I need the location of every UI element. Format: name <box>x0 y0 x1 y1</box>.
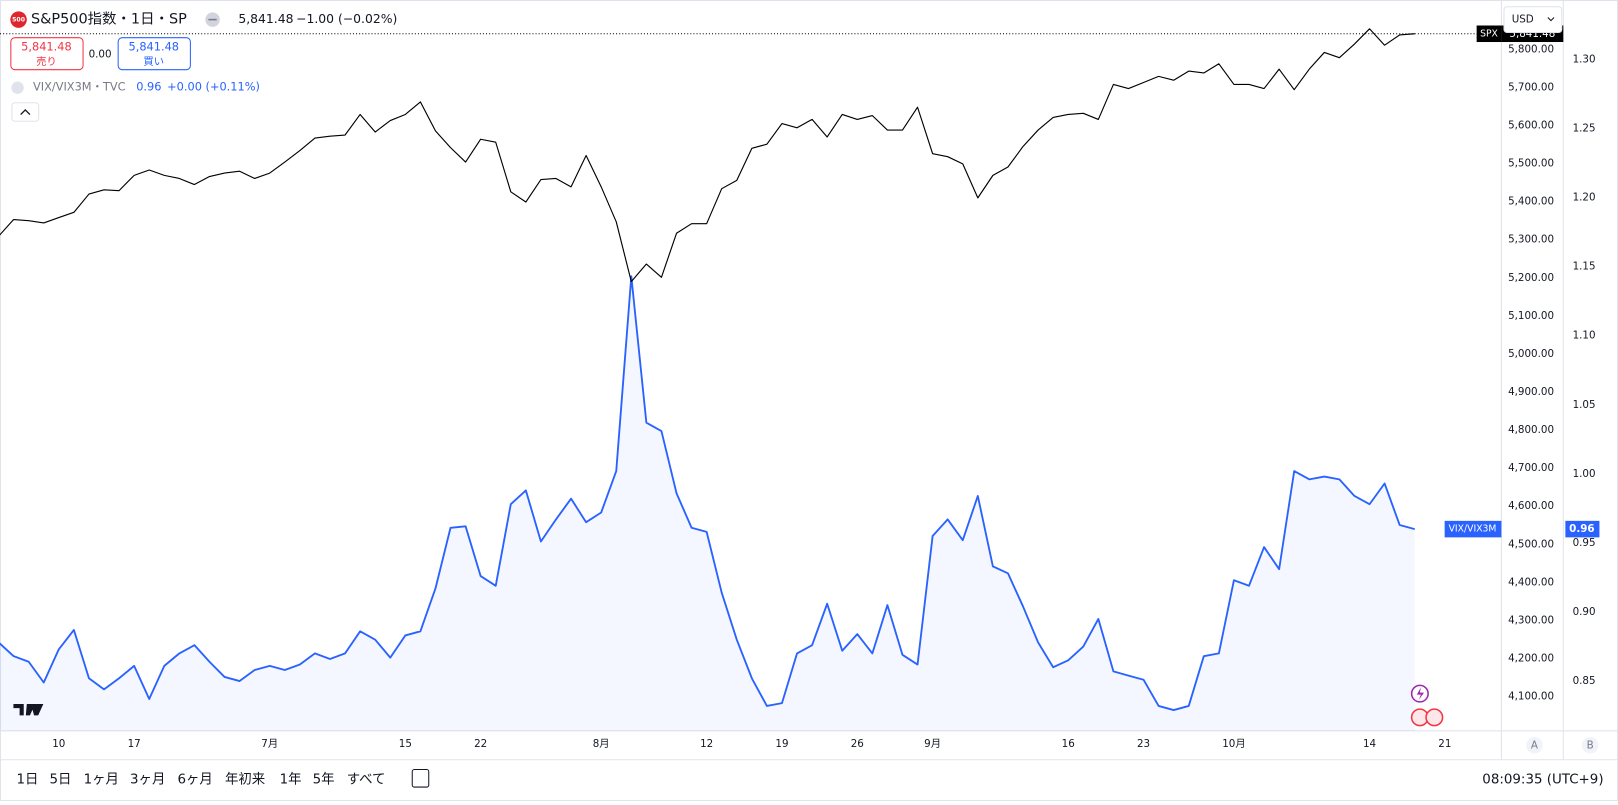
y-tick-label: 5,500.00 <box>1508 158 1554 170</box>
plot: 4,100.00 4,200.00 4,300.00 4,400.00 4,500.00… <box>0 28 1596 750</box>
event-icon[interactable] <box>1425 708 1444 727</box>
range-button[interactable]: 3ヶ月 <box>130 772 165 787</box>
y-tick-label: 4,200.00 <box>1508 652 1554 664</box>
y2-tick-label: 1.00 <box>1573 468 1596 480</box>
y2-tick-label: 0.85 <box>1573 675 1596 687</box>
y-tick-label: 4,100.00 <box>1508 691 1554 703</box>
y2-tick-label: 1.20 <box>1573 192 1596 204</box>
area <box>0 276 1415 731</box>
legend-change: +0.00 (+0.11%) <box>167 80 260 94</box>
price-tag <box>1565 520 1600 538</box>
series-tag <box>1444 520 1502 538</box>
event-glyph <box>1416 687 1425 700</box>
x-tick-label: 19 <box>775 738 788 750</box>
scale-button-label: A <box>1531 739 1538 751</box>
price-tag-label: 0.96 <box>1569 523 1594 535</box>
clock[interactable]: 08:09:35 (UTC+9) <box>1482 772 1603 787</box>
scale-button-label: B <box>1587 739 1594 751</box>
tv-logo[interactable] <box>13 703 44 716</box>
y2-tick-label: 1.25 <box>1573 122 1596 134</box>
currency-select[interactable] <box>1503 6 1563 34</box>
series-icon <box>11 81 24 94</box>
range-bar: 1日 5日 1ヶ月 3ヶ月 6ヶ月 年初来 1年 5年 すべて <box>17 771 386 787</box>
range-button[interactable]: 5年 <box>313 771 335 787</box>
legend-symbol[interactable]: VIX/VIX3M・TVC <box>33 80 126 94</box>
y-tick-label: 4,900.00 <box>1508 386 1554 398</box>
x-tick-label: 26 <box>851 738 864 750</box>
x-tick-label: 23 <box>1137 738 1150 750</box>
x-tick-label: 8月 <box>593 738 610 750</box>
legend-value: 0.96 <box>136 80 161 94</box>
x-tick-label: 16 <box>1062 738 1075 750</box>
y-tick-label: 5,600.00 <box>1508 120 1554 132</box>
date-range-icon[interactable] <box>411 769 430 788</box>
range-button[interactable]: 1ヶ月 <box>84 772 119 787</box>
scale-button[interactable] <box>1526 737 1543 754</box>
x-tick-label: 12 <box>700 738 713 750</box>
y-tick-label: 4,600.00 <box>1508 500 1554 512</box>
x-tick-label: 21 <box>1438 738 1451 750</box>
y-tick-label: 5,200.00 <box>1508 272 1554 284</box>
y2-tick-label: 1.30 <box>1573 53 1596 65</box>
y-tick-label: 4,300.00 <box>1508 614 1554 626</box>
series-tag-label: VIX/VIX3M <box>1449 524 1497 535</box>
y-tick-label: 5,400.00 <box>1508 196 1554 208</box>
x-tick-label: 14 <box>1363 738 1376 750</box>
y-tick-label: 4,500.00 <box>1508 538 1554 550</box>
line <box>0 28 1415 283</box>
series-tag-label: SPX <box>1480 28 1498 39</box>
range-button[interactable]: 年初来 <box>225 771 265 787</box>
sell-price: 5,841.48 <box>21 39 72 53</box>
scale-button[interactable] <box>1581 737 1599 754</box>
y2-tick-label: 1.15 <box>1573 261 1596 273</box>
y-tick-label: 5,000.00 <box>1508 348 1554 360</box>
overlay: 500 S&P500指数・1日・SP 5,841.48 −1.00 (−0.02… <box>10 6 1604 788</box>
symbol-title[interactable]: S&P500指数・1日・SP <box>31 11 187 28</box>
buy-button[interactable] <box>117 37 191 71</box>
x-tick-label: 17 <box>128 738 141 750</box>
x-tick-label: 15 <box>399 738 412 750</box>
collapse-button[interactable] <box>11 102 40 122</box>
y2-tick-label: 1.05 <box>1573 399 1596 411</box>
x-tick-label: 9月 <box>924 738 941 750</box>
collapse-icon <box>20 108 31 116</box>
range-button[interactable]: すべて <box>347 771 386 787</box>
last-price: 5,841.48 <box>238 12 293 26</box>
y-tick-label: 4,700.00 <box>1508 462 1554 474</box>
price-change: −1.00 (−0.02%) <box>296 12 397 26</box>
range-button[interactable]: 1日 <box>17 772 39 787</box>
range-button[interactable]: 1年 <box>280 771 302 787</box>
spread: 0.00 <box>89 49 112 61</box>
line <box>0 275 1415 711</box>
y2-tick-label: 1.10 <box>1573 330 1596 342</box>
x-tick-label: 10 <box>52 738 65 750</box>
y-tick-label: 5,800.00 <box>1508 43 1554 55</box>
y2-tick-label: 0.90 <box>1573 606 1596 618</box>
x-tick-label: 22 <box>474 738 487 750</box>
x-tick-label: 10月 <box>1222 738 1245 750</box>
sell-label: 売り <box>36 55 57 68</box>
y2-tick-label: 0.95 <box>1573 537 1596 549</box>
y-tick-label: 5,100.00 <box>1508 310 1554 322</box>
y-tick-label: 4,400.00 <box>1508 576 1554 588</box>
x-tick-label: 7月 <box>261 738 278 750</box>
symbol-badge: 500 <box>12 17 26 24</box>
buy-label: 買い <box>143 56 164 68</box>
range-button[interactable]: 6ヶ月 <box>177 772 212 787</box>
dropdown-icon <box>1547 17 1555 22</box>
range-button[interactable]: 5日 <box>50 772 72 787</box>
series-tag <box>1476 25 1502 43</box>
y-tick-label: 5,300.00 <box>1508 234 1554 246</box>
sell-button[interactable] <box>10 37 84 71</box>
buy-price: 5,841.48 <box>128 39 179 53</box>
currency: USD <box>1512 14 1534 26</box>
y-tick-label: 4,800.00 <box>1508 424 1554 436</box>
y-tick-label: 5,700.00 <box>1508 81 1554 93</box>
symbol-logo <box>10 11 27 28</box>
